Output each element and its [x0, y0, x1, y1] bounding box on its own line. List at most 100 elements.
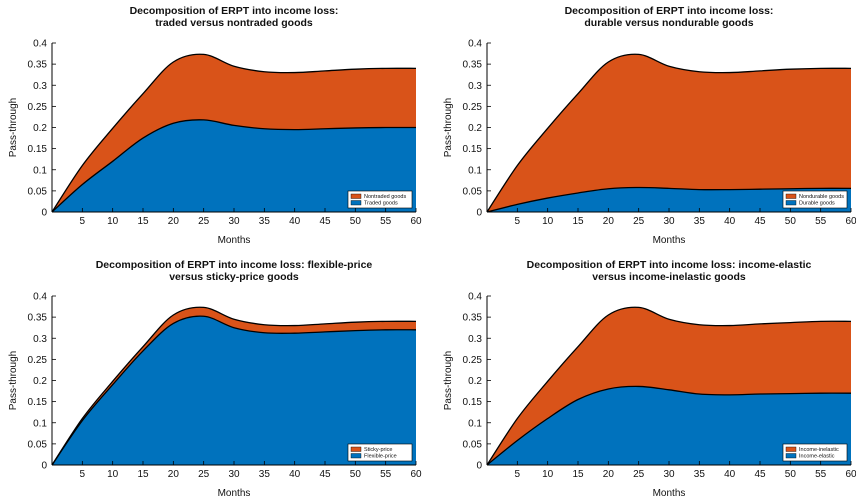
y-tick-label: 0.05: [28, 439, 48, 450]
x-tick-label: 20: [168, 469, 180, 480]
x-tick-label: 5: [80, 469, 86, 480]
area-nondurable-goods: [487, 54, 851, 212]
y-tick-label: 0.1: [468, 418, 482, 429]
y-tick-label: 0.2: [468, 376, 482, 387]
x-tick-label: 5: [515, 469, 521, 480]
area-income-inelastic: [487, 307, 851, 465]
x-axis-label: Months: [218, 488, 251, 498]
y-tick-label: 0: [476, 208, 482, 219]
x-tick-label: 15: [137, 469, 149, 480]
y-tick-label: 0.3: [33, 81, 47, 92]
chart-title-line-2: durable versus nondurable goods: [584, 17, 753, 29]
x-tick-label: 45: [319, 469, 331, 480]
x-tick-label: 15: [137, 216, 149, 227]
chart-panel-1: 0 0.05 0.1 0.15 0.2 0.25 0.3 0.35 0.4 5 10 15 20 25 30…: [8, 5, 422, 246]
x-axis-label: Months: [218, 235, 251, 246]
x-tick-label: 10: [542, 216, 554, 227]
x-tick-label: 30: [228, 469, 240, 480]
x-tick-label: 60: [410, 216, 422, 227]
y-tick-label: 0.05: [463, 439, 483, 450]
y-tick-label: 0.35: [28, 60, 48, 71]
x-tick-label: 35: [259, 216, 271, 227]
legend-swatch: [785, 193, 797, 199]
x-tick-label: 35: [694, 216, 706, 227]
chart-title-line-1: Decomposition of ERPT into income loss:: [565, 5, 774, 17]
legend-entry-label: Income-elastic: [799, 454, 835, 460]
x-tick-label: 30: [228, 216, 240, 227]
y-tick-label: 0.4: [468, 292, 482, 303]
legend-swatch: [785, 453, 797, 459]
legend-swatch: [785, 200, 797, 206]
y-tick-label: 0.15: [28, 397, 48, 408]
legend-entry-label: Nondurable goods: [799, 194, 844, 200]
chart-title-line-1: Decomposition of ERPT into income loss:: [130, 5, 339, 17]
y-tick-label: 0: [41, 208, 47, 219]
x-tick-label: 30: [663, 469, 675, 480]
x-tick-label: 50: [350, 216, 362, 227]
y-axis-label: Pass-through: [8, 351, 19, 410]
legend-swatch: [785, 446, 797, 452]
x-tick-label: 60: [845, 216, 856, 227]
legend-swatch: [350, 446, 362, 452]
y-axis-label: Pass-through: [443, 98, 454, 157]
x-tick-label: 55: [815, 469, 827, 480]
y-tick-label: 0.3: [33, 334, 47, 345]
legend-box: [782, 443, 848, 462]
legend-box: [782, 190, 848, 209]
x-tick-label: 40: [724, 216, 736, 227]
chart-title-line-2: versus income-inelastic goods: [592, 271, 746, 283]
chart-title-line-1: Decomposition of ERPT into income loss: …: [96, 259, 373, 271]
chart-title-line-2: versus sticky-price goods: [169, 271, 299, 283]
x-tick-label: 40: [724, 469, 736, 480]
x-tick-label: 15: [572, 469, 584, 480]
x-tick-label: 40: [289, 216, 301, 227]
area-traded-goods: [52, 119, 416, 212]
legend-entry-label: Sticky-price: [364, 447, 392, 453]
area-sticky-price: [52, 307, 416, 465]
y-tick-label: 0.15: [463, 144, 483, 155]
x-axis-label: Months: [653, 235, 686, 246]
x-tick-label: 20: [603, 216, 615, 227]
x-tick-label: 30: [663, 216, 675, 227]
legend-box: [347, 190, 413, 209]
chart-panel-4: 0 0.05 0.1 0.15 0.2 0.25 0.3 0.35 0.4 5 10 15 20 25 30…: [443, 259, 856, 498]
x-tick-label: 25: [198, 216, 210, 227]
y-tick-label: 0.2: [33, 123, 47, 134]
y-tick-label: 0.35: [463, 313, 483, 324]
x-tick-label: 10: [542, 469, 554, 480]
x-tick-label: 45: [754, 216, 766, 227]
series-line-durable-goods: [486, 186, 852, 213]
y-tick-label: 0.25: [463, 355, 483, 366]
legend-entry-label: Durable goods: [799, 201, 835, 207]
x-tick-label: 40: [289, 469, 301, 480]
legend-swatch: [350, 453, 362, 459]
x-tick-label: 5: [515, 216, 521, 227]
x-tick-label: 60: [845, 469, 856, 480]
y-tick-label: 0.4: [33, 39, 47, 50]
x-tick-label: 35: [259, 469, 271, 480]
y-tick-label: 0.4: [468, 39, 482, 50]
legend-swatch: [350, 193, 362, 199]
series-line-traded-goods: [51, 119, 417, 213]
y-axis-label: Pass-through: [8, 98, 19, 157]
chart-title-line-1: Decomposition of ERPT into income loss: …: [527, 259, 812, 271]
y-tick-label: 0: [476, 461, 482, 472]
y-tick-label: 0.25: [28, 355, 48, 366]
chart-title-line-2: traded versus nontraded goods: [155, 17, 313, 29]
y-tick-label: 0.25: [28, 102, 48, 113]
y-tick-label: 0.15: [463, 397, 483, 408]
y-tick-label: 0.25: [463, 102, 483, 113]
x-tick-label: 5: [80, 216, 86, 227]
y-tick-label: 0.05: [28, 186, 48, 197]
x-tick-label: 25: [633, 216, 645, 227]
x-tick-label: 50: [785, 216, 797, 227]
y-axis-label: Pass-through: [443, 351, 454, 410]
area-income-elastic: [487, 386, 851, 465]
legend-box: [347, 443, 413, 462]
x-axis-label: Months: [653, 488, 686, 498]
